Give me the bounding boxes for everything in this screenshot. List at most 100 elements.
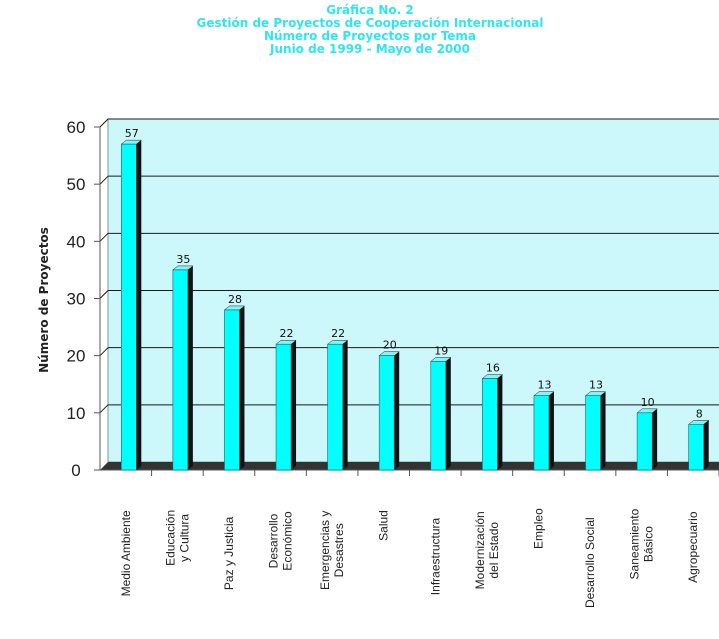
category-label: Paz y Justicia [222, 516, 236, 590]
bar [584, 391, 607, 471]
category-label-line: Desarrollo Social [583, 517, 597, 608]
data-label: 20 [383, 339, 397, 352]
category-label: Emergencias yDesastres [318, 511, 346, 590]
bar-side [652, 408, 658, 470]
data-label: 22 [331, 327, 345, 340]
data-labels: 57 35 28 22 22 20 19 16 13 13 10 8 [125, 127, 703, 420]
axes [94, 126, 719, 476]
category-label: Salud [377, 510, 391, 541]
bar-front [482, 378, 498, 471]
bars [120, 139, 710, 471]
data-label: 16 [486, 362, 500, 375]
gridlines [99, 118, 719, 414]
category-label-line: Desastres [332, 523, 346, 577]
category-label-line: Salud [377, 510, 391, 541]
gridline-diag [99, 404, 109, 414]
bar [326, 339, 349, 471]
category-label: Infraestructura [428, 517, 442, 595]
category-label-line: Básico [642, 526, 656, 562]
category-label: SaneamientoBásico [628, 508, 656, 579]
category-label: Modernizacióndel Estado [473, 511, 501, 589]
bar-side [291, 340, 297, 470]
category-label: Agropecuario [686, 511, 700, 583]
data-label: 13 [589, 379, 603, 392]
title-line-1: Gráfica No. 2 [326, 3, 414, 17]
category-label-line: Saneamiento [628, 508, 642, 579]
gridline-diag [99, 118, 109, 128]
y-tick-label: 50 [67, 175, 86, 194]
bar [120, 139, 143, 471]
bar-front [327, 343, 343, 471]
bar [275, 339, 297, 471]
category-label-line: Infraestructura [428, 517, 442, 595]
bar-front [688, 423, 705, 471]
bar [378, 351, 400, 471]
category-label-line: Educación [163, 510, 177, 566]
category-label: DesarrolloEconómico [267, 511, 295, 571]
category-label-line: y Cultura [177, 514, 191, 562]
category-label: Desarrollo Social [583, 517, 597, 608]
bar-side [342, 340, 348, 470]
y-tick-labels: 0 10 20 30 40 50 60 [67, 118, 86, 480]
category-label-line: Modernización [473, 511, 487, 589]
category-label-line: Paz y Justicia [222, 516, 236, 590]
data-label: 57 [125, 127, 139, 140]
title-line-2: Gestión de Proyectos de Cooperación Inte… [196, 16, 544, 30]
gridline-diag [99, 232, 109, 242]
category-label-line: Empleo [531, 508, 545, 549]
bar [533, 391, 555, 471]
data-label: 10 [641, 396, 655, 409]
bar-side [136, 140, 142, 470]
data-label: 22 [280, 327, 294, 340]
category-label-line: Emergencias y [318, 511, 332, 590]
bar-side [548, 391, 554, 470]
bar-front [172, 269, 189, 471]
y-tick-label: 0 [71, 461, 80, 480]
bar-front [585, 395, 601, 471]
category-label-line: del Estado [487, 522, 501, 579]
y-axis-label: Número de Proyectos [37, 227, 51, 373]
data-label: 19 [434, 344, 448, 357]
bar-side [239, 305, 245, 470]
gridline-diag [99, 347, 109, 357]
bar-side [394, 351, 400, 470]
category-label-line: Desarrollo [267, 513, 281, 568]
category-label-line: Agropecuario [686, 511, 700, 583]
title-line-3: Número de Proyectos por Tema [263, 29, 477, 43]
bar-front [275, 343, 292, 471]
bar [481, 374, 504, 471]
data-label: 35 [176, 253, 190, 266]
data-label: 28 [228, 293, 242, 306]
bar [687, 420, 710, 471]
y-tick-label: 10 [67, 404, 86, 423]
category-label-line: Medio Ambiente [119, 510, 133, 596]
bar-front [120, 143, 137, 471]
bar-side [600, 391, 606, 470]
bar [172, 265, 194, 471]
category-label: Medio Ambiente [119, 510, 133, 596]
title-line-4: Junio de 1999 - Mayo de 2000 [270, 42, 470, 56]
gridline-diag [99, 175, 109, 185]
category-label: Empleo [531, 508, 545, 549]
bar-side [187, 265, 193, 470]
bar-side [497, 374, 503, 470]
bar-front [636, 412, 653, 471]
bar [636, 408, 658, 471]
bar-side [445, 357, 451, 470]
data-label: 13 [537, 379, 551, 392]
chart-title: Gráfica No. 2 Gestión de Proyectos de Co… [0, 4, 719, 56]
category-label-line: Económico [281, 511, 295, 571]
y-tick-label: 30 [67, 290, 86, 309]
data-label: 8 [696, 407, 703, 420]
bar-front [224, 309, 240, 471]
bar-front [430, 361, 447, 471]
bar [430, 357, 452, 471]
y-tick-label: 20 [67, 347, 86, 366]
category-label: Educacióny Cultura [163, 510, 191, 566]
y-tick-label: 60 [67, 118, 86, 137]
bar [223, 305, 246, 471]
gridline-diag [99, 290, 109, 299]
category-labels: Medio Ambiente Educacióny Cultura Paz y Ju… [119, 508, 700, 608]
bar-front [533, 395, 550, 471]
